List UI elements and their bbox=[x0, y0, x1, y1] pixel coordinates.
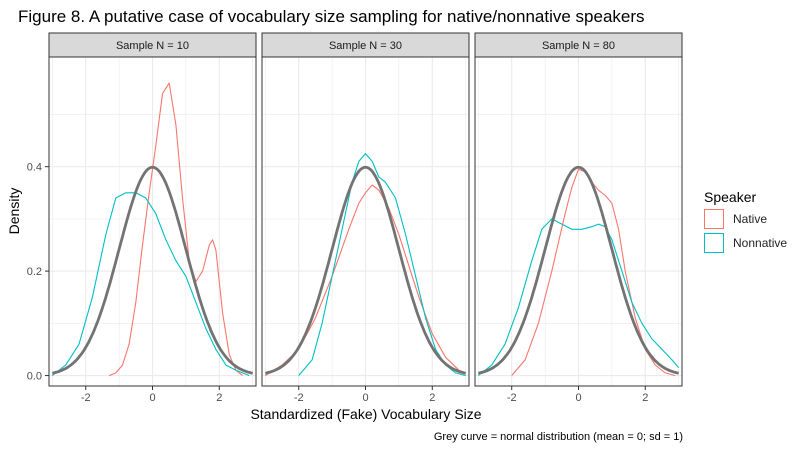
facet-strip-label: Sample N = 80 bbox=[542, 40, 615, 52]
normal-reference-curve bbox=[52, 165, 253, 375]
chart-title: Figure 8. A putative case of vocabulary … bbox=[18, 7, 645, 26]
facet-panel-2: Sample N = 30 -2 0 2 bbox=[261, 32, 470, 404]
density-line-native bbox=[265, 184, 466, 377]
facet-panel-1: Sample N = 10 -2 0 2 0.0 0.2 0.4 bbox=[27, 32, 257, 404]
legend-label-nonnative: Nonnative bbox=[733, 236, 788, 250]
density-line-nonnative bbox=[51, 192, 250, 377]
y-tick-label: 0.0 bbox=[27, 371, 42, 383]
panel-curves bbox=[51, 82, 253, 377]
facet-strip-label: Sample N = 30 bbox=[329, 40, 402, 52]
panel-curves bbox=[477, 165, 680, 377]
facet-strip bbox=[48, 32, 257, 58]
x-tick-label: 2 bbox=[429, 392, 435, 404]
density-line-native bbox=[108, 82, 243, 377]
caption: Grey curve = normal distribution (mean =… bbox=[433, 431, 683, 443]
legend-item-nonnative: Nonnative bbox=[704, 233, 787, 253]
x-tick-label: -2 bbox=[294, 392, 304, 404]
panel-curves bbox=[265, 153, 466, 377]
y-tick-label: 0.4 bbox=[27, 162, 42, 174]
x-tick-label: 2 bbox=[642, 392, 648, 404]
legend-key-native bbox=[704, 209, 724, 229]
normal-reference-curve bbox=[478, 165, 679, 375]
x-tick-label: -2 bbox=[507, 392, 517, 404]
x-tick-label: 0 bbox=[362, 392, 368, 404]
facet-panel-3: Sample N = 80 -2 0 2 bbox=[474, 32, 683, 404]
facet-strip-label: Sample N = 10 bbox=[116, 40, 189, 52]
legend-item-native: Native bbox=[704, 209, 767, 229]
density-line-nonnative bbox=[477, 218, 680, 377]
x-tick-label: 0 bbox=[149, 392, 155, 404]
x-tick-label: 2 bbox=[216, 392, 222, 404]
y-axis-title: Density bbox=[6, 188, 22, 235]
facet-panels: Sample N = 10 -2 0 2 0.0 0.2 0.4 Sample N = 30 -… bbox=[27, 32, 683, 404]
y-tick-label: 0.2 bbox=[27, 266, 42, 278]
legend-key-nonnative bbox=[704, 233, 724, 253]
normal-reference-curve bbox=[265, 165, 466, 375]
x-axis-title: Standardized (Fake) Vocabulary Size bbox=[250, 406, 481, 422]
legend-label-native: Native bbox=[733, 212, 768, 226]
legend-title: Speaker bbox=[704, 189, 757, 205]
x-tick-label: -2 bbox=[81, 392, 91, 404]
density-line-nonnative bbox=[298, 153, 466, 377]
x-tick-label: 0 bbox=[575, 392, 581, 404]
